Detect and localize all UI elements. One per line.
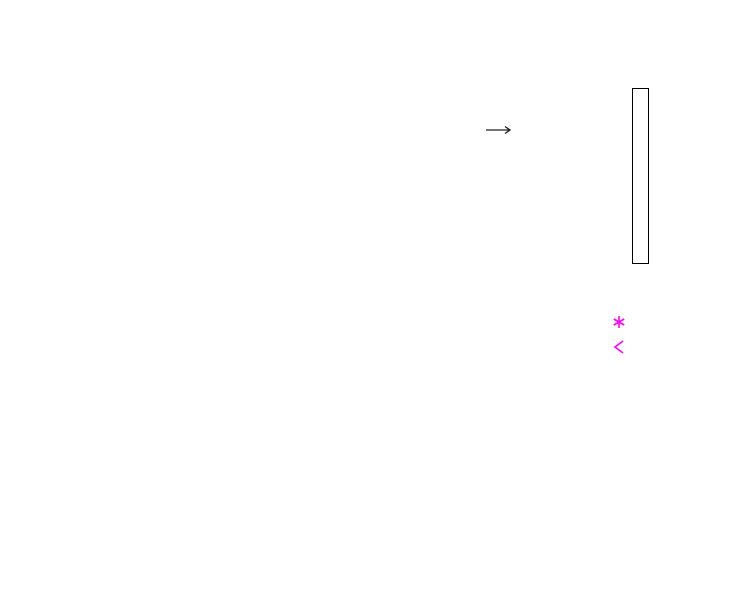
colorbar-gradient [632, 88, 649, 264]
drifter-marker-icon [613, 340, 624, 354]
argo-marker-icon [613, 316, 625, 328]
velocity-scale-arrow-icon [486, 125, 512, 135]
